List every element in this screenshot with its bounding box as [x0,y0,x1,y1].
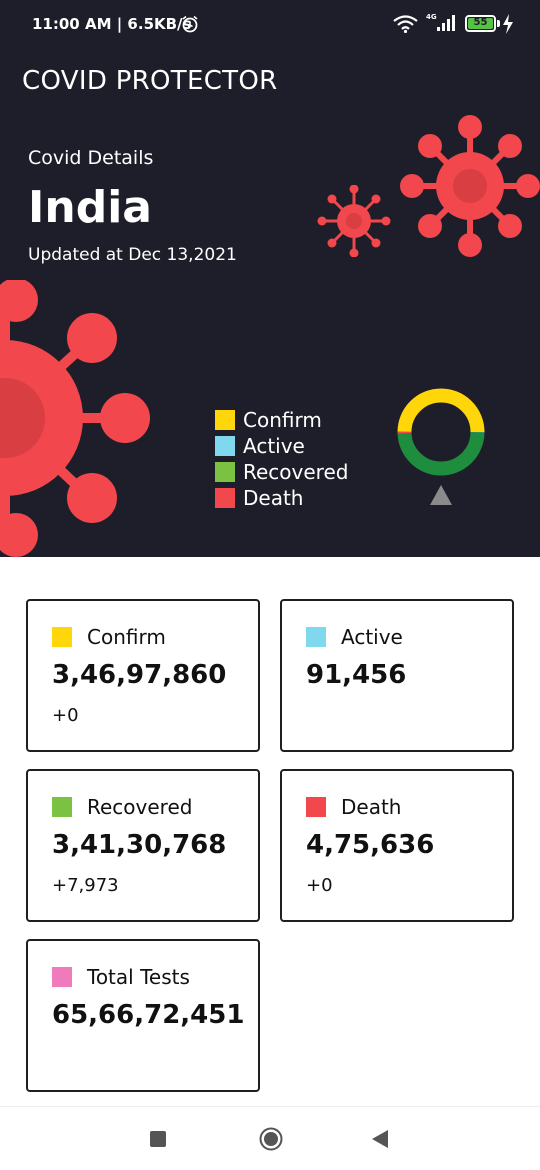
legend-item-confirm: Confirm [215,407,348,433]
donut-chart[interactable] [396,387,486,477]
legend-item-death: Death [215,485,348,511]
card-delta: +0 [306,875,333,896]
status-time: 11:00 AM | 6.5KB/s [32,15,192,33]
card-swatch [306,797,326,817]
app-title: COVID PROTECTOR [22,66,278,96]
back-triangle-icon[interactable] [371,1129,389,1149]
virus-icon-huge [0,280,150,557]
legend-swatch [215,462,235,482]
virus-icon-small [317,185,391,257]
card-delta: +7,973 [52,875,119,896]
legend-item-recovered: Recovered [215,459,348,485]
legend-swatch [215,436,235,456]
circle-icon[interactable] [259,1127,283,1151]
bolt-icon [503,14,513,34]
legend-swatch [215,410,235,430]
card-value: 65,66,72,451 [52,1000,245,1030]
card-label: Total Tests [87,965,190,989]
legend-swatch [215,488,235,508]
legend-label: Confirm [243,408,322,432]
legend-label: Recovered [243,460,349,484]
card-swatch [306,627,326,647]
card-label: Active [341,625,403,649]
wifi-icon [393,15,418,33]
card-value: 4,75,636 [306,830,435,860]
network-type: 4G [426,13,437,21]
stat-card-total-tests: Total Tests 65,66,72,451 [26,939,260,1092]
section-label: Covid Details [28,147,154,169]
donut-slice-recovered [397,388,485,476]
card-value: 91,456 [306,660,407,690]
card-delta: +0 [52,705,79,726]
virus-icon-large [400,115,540,257]
legend-label: Active [243,434,305,458]
status-bar: 11:00 AM | 6.5KB/s 4G 55 [0,0,540,40]
system-nav-bar [0,1106,540,1170]
square-icon[interactable] [150,1131,166,1147]
country-name: India [28,182,152,233]
stat-card-active: Active 91,456 [280,599,514,752]
battery-tip [497,20,500,27]
card-label: Death [341,795,402,819]
triangle-up-icon[interactable] [429,484,453,506]
donut-slice-active [397,388,485,476]
card-swatch [52,967,72,987]
legend-item-active: Active [215,433,348,459]
chart-legend: Confirm Active Recovered Death [215,407,348,511]
card-label: Recovered [87,795,193,819]
card-swatch [52,797,72,817]
card-swatch [52,627,72,647]
card-label: Confirm [87,625,166,649]
stat-card-confirm: Confirm 3,46,97,860 +0 [26,599,260,752]
updated-date: Updated at Dec 13,2021 [28,245,237,265]
card-value: 3,41,30,768 [52,830,227,860]
hero-banner: COVID PROTECTOR Covid Details India Upda… [0,40,540,557]
donut-slice-death [397,388,485,476]
legend-label: Death [243,486,304,510]
stat-card-recovered: Recovered 3,41,30,768 +7,973 [26,769,260,922]
alarm-clock-icon [182,15,198,33]
card-value: 3,46,97,860 [52,660,227,690]
signal-icon: 4G [426,13,458,33]
battery-level: 55 [473,17,488,28]
battery-indicator: 55 [465,15,496,32]
stat-card-death: Death 4,75,636 +0 [280,769,514,922]
